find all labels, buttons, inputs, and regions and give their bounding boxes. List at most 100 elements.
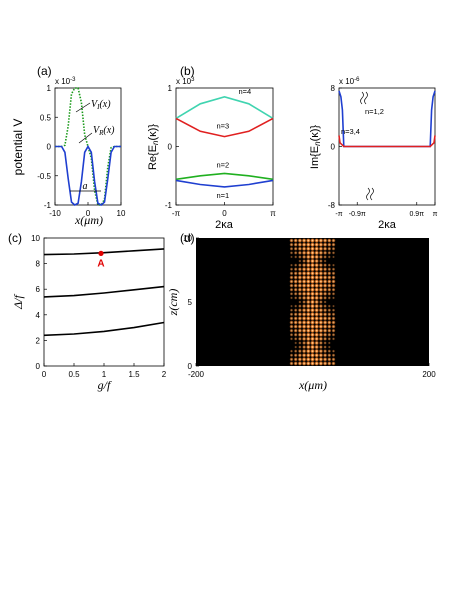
panel-d-xlabel: x(μm) [298, 378, 327, 392]
heatmap-spot [318, 254, 323, 260]
heatmap-spot [318, 340, 323, 345]
pa-xtick-label: 10 [117, 209, 126, 218]
heatmap-spot [323, 336, 328, 341]
heatmap-spot [318, 263, 324, 268]
heatmap-spot [297, 316, 303, 321]
heatmap-spot [293, 349, 298, 353]
heatmap-spot [327, 283, 332, 288]
pb-series-label-3: n=1 [217, 191, 230, 200]
heatmap-spot [297, 238, 303, 243]
pc-ytick-label: -8 [328, 201, 336, 210]
heatmap-spot [331, 320, 336, 325]
heatmap-spot [289, 361, 294, 366]
pb-series-label-2: n=2 [217, 160, 230, 169]
heatmap-spot [301, 295, 307, 301]
heatmap-spot [293, 353, 298, 358]
heatmap-spot [297, 349, 302, 354]
heatmap-spot [289, 275, 294, 280]
heatmap-spot [314, 336, 320, 342]
heatmap-spot [297, 308, 302, 313]
heatmap-spot [293, 287, 298, 292]
heatmap-spot [289, 337, 294, 341]
heatmap-spot [318, 320, 324, 325]
heatmap-spot [289, 242, 294, 247]
pc-ytick-label: 0 [331, 143, 336, 152]
a-label: a [83, 181, 88, 192]
heatmap-spot [327, 287, 332, 292]
heatmap-spot [301, 287, 307, 293]
pc-series-label-1: n=3,4 [341, 127, 360, 136]
heatmap-spot [310, 336, 315, 342]
heatmap-spot [298, 345, 302, 349]
heatmap-spot [314, 356, 320, 362]
heatmap-spot [294, 304, 298, 308]
heatmap-spot [318, 283, 324, 288]
panel-br-ylabel: Im{En(κ)} [309, 125, 322, 170]
heatmap-spot [314, 340, 319, 346]
heatmap-spot [293, 308, 298, 313]
heatmap-spot [331, 361, 336, 366]
heatmap-spot [301, 316, 307, 321]
heatmap-spot [323, 349, 328, 354]
pb-series-label-1: n=3 [217, 122, 230, 131]
heatmap-spot [314, 250, 320, 256]
heatmap-spot [289, 279, 294, 284]
heatmap-spot [305, 303, 311, 309]
heatmap-spot [305, 324, 311, 329]
heatmap-spot [318, 316, 324, 321]
heatmap-spot [327, 291, 332, 296]
heatmap-spot [310, 299, 315, 305]
heatmap-spot [327, 337, 332, 341]
heatmap-spot [305, 262, 311, 268]
heatmap-spot [289, 271, 294, 276]
heatmap-spot [310, 242, 315, 248]
heatmap-spot [289, 312, 294, 317]
heatmap-spot [314, 238, 320, 243]
panel-br-multiplier: x 10-6 [339, 77, 360, 86]
heatmap-spot [314, 311, 320, 317]
heatmap-spot [314, 307, 320, 313]
heatmap-spot [323, 345, 327, 349]
pd-xtick-label: 2 [162, 370, 167, 379]
pc-xtick-label: π [433, 211, 438, 218]
heatmap-spot [323, 341, 327, 345]
heatmap-spot [322, 279, 328, 284]
heatmap-spot [294, 255, 298, 259]
point-a-label: A [97, 258, 104, 269]
heatmap-spot [323, 291, 328, 296]
heatmap-spot [302, 304, 307, 309]
heatmap-spot [310, 250, 315, 256]
pb-ytick-label: -1 [165, 201, 173, 210]
heatmap-spot [318, 275, 324, 280]
heatmap-spot [323, 308, 328, 313]
pd-ytick-label: 2 [36, 336, 41, 345]
heatmap-spot [323, 300, 327, 304]
heatmap-spot [327, 263, 331, 267]
heatmap-spot [294, 345, 298, 349]
heatmap-spot [305, 356, 311, 362]
heatmap-spot [310, 328, 315, 334]
heatmap-spot [301, 320, 307, 325]
squiggle-bottom [366, 187, 374, 201]
heatmap-spot [297, 320, 303, 325]
heatmap-spot [318, 279, 324, 284]
heatmap-spot [314, 328, 320, 334]
heatmap-spot [327, 345, 331, 349]
panel-c-frame [43, 237, 165, 367]
heatmap-spot [327, 251, 332, 255]
heatmap-spot [305, 328, 311, 334]
heatmap-spot [310, 320, 315, 325]
heatmap-spot [310, 258, 315, 264]
pd-xtick-label: 1.5 [128, 370, 140, 379]
heatmap-spot [297, 353, 303, 358]
heatmap-spot [297, 267, 302, 272]
heatmap-spot [301, 279, 307, 284]
pb-xtick-label: π [270, 209, 276, 218]
heatmap-spot [323, 259, 327, 263]
heatmap-spot [310, 246, 315, 252]
heatmap-spot [290, 255, 293, 259]
heatmap-spot [331, 328, 336, 333]
heatmap-spot [301, 357, 307, 362]
heatmap-spot [318, 304, 323, 309]
heatmap-spot [310, 283, 315, 289]
